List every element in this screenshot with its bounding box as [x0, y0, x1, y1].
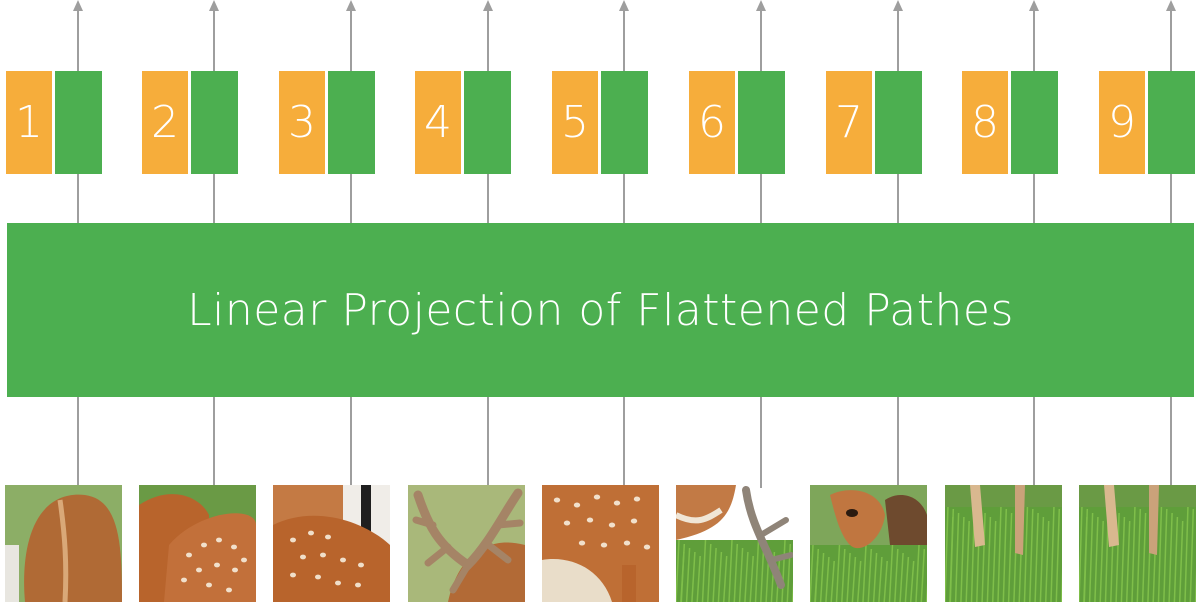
token-3: 3: [279, 71, 375, 174]
position-embedding: 5: [552, 71, 598, 174]
arrowhead-icon: [1029, 0, 1039, 11]
patch-embedding: [328, 71, 375, 174]
image-patch-8: [945, 485, 1062, 602]
position-embedding: 1: [6, 71, 52, 174]
patch-embedding: [875, 71, 922, 174]
image-patch-3: [273, 485, 390, 602]
image-patch-6: [676, 485, 793, 602]
arrowhead-icon: [1166, 0, 1176, 11]
deer-photo-patch: [945, 485, 1062, 602]
token-8: 8: [962, 71, 1058, 174]
patch-embedding: [1011, 71, 1058, 174]
image-patch-5: [542, 485, 659, 602]
image-patch-9: [1079, 485, 1196, 602]
arrowhead-icon: [619, 0, 629, 11]
deer-photo-patch: [273, 485, 390, 602]
token-1: 1: [6, 71, 102, 174]
patch-embedding: [464, 71, 511, 174]
deer-photo-patch: [810, 485, 927, 602]
image-patch-7: [810, 485, 927, 602]
token-6: 6: [689, 71, 785, 174]
patch-embedding: [601, 71, 648, 174]
deer-photo-patch: [5, 485, 122, 602]
token-7: 7: [826, 71, 922, 174]
arrowhead-icon: [73, 0, 83, 11]
patch-embedding: [191, 71, 238, 174]
arrowhead-icon: [756, 0, 766, 11]
deer-photo-patch: [139, 485, 256, 602]
position-embedding: 6: [689, 71, 735, 174]
arrowhead-icon: [483, 0, 493, 11]
arrowhead-icon: [346, 0, 356, 11]
deer-photo-patch: [676, 485, 793, 602]
token-2: 2: [142, 71, 238, 174]
patch-embedding: [55, 71, 102, 174]
position-embedding: 9: [1099, 71, 1145, 174]
position-embedding: 2: [142, 71, 188, 174]
token-4: 4: [415, 71, 511, 174]
linear-projection-block: Linear Projection of Flattened Pathes: [7, 223, 1194, 397]
deer-photo-patch: [1079, 485, 1196, 602]
image-patch-4: [408, 485, 525, 602]
position-embedding: 7: [826, 71, 872, 174]
position-embedding: 3: [279, 71, 325, 174]
deer-photo-patch: [408, 485, 525, 602]
arrowhead-icon: [893, 0, 903, 11]
image-patch-2: [139, 485, 256, 602]
image-patch-1: [5, 485, 122, 602]
token-9: 9: [1099, 71, 1195, 174]
projection-label: Linear Projection of Flattened Pathes: [187, 284, 1014, 336]
deer-photo-patch: [542, 485, 659, 602]
token-5: 5: [552, 71, 648, 174]
patch-embedding: [1148, 71, 1195, 174]
position-embedding: 8: [962, 71, 1008, 174]
position-embedding: 4: [415, 71, 461, 174]
patch-embedding: [738, 71, 785, 174]
arrowhead-icon: [209, 0, 219, 11]
